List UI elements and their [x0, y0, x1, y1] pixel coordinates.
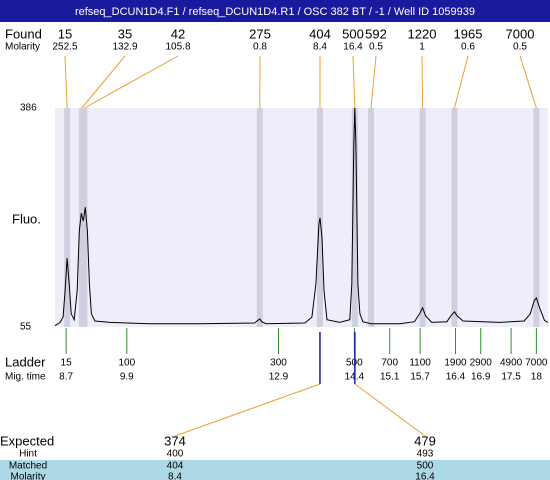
ladder-size: 1900 — [444, 358, 467, 369]
found-molarity: 0.5 — [513, 42, 527, 53]
found-size: 42 — [171, 26, 185, 41]
found-molarity: 1 — [419, 42, 425, 53]
y-tick-label: 386 — [20, 103, 37, 114]
peak-band — [419, 108, 426, 327]
peak-band — [256, 108, 263, 327]
found-size: 592 — [365, 26, 387, 41]
ladder-time: 15.1 — [380, 372, 400, 383]
found-size: 1965 — [454, 26, 483, 41]
found-size: 275 — [249, 26, 271, 41]
ladder-time: 12.9 — [269, 372, 289, 383]
peak-band — [78, 108, 85, 327]
found-molarity: 0.6 — [461, 42, 475, 53]
trace — [54, 107, 549, 327]
peak-band — [533, 108, 540, 327]
ladder-time: 17.5 — [501, 372, 521, 383]
found-molarity: 0.5 — [369, 42, 383, 53]
hint-label: Hint — [19, 449, 37, 460]
peak-band — [351, 108, 358, 327]
expected-size: 479 — [414, 433, 436, 448]
found-size: 500 — [342, 26, 364, 41]
plot-area — [55, 108, 548, 327]
peak-connector — [370, 55, 377, 109]
hint-value: 400 — [167, 449, 184, 460]
molarity-row-label: Molarity — [10, 472, 45, 480]
ladder-time: 16.9 — [471, 372, 491, 383]
peak-band — [316, 108, 323, 327]
ladder-time: 8.7 — [59, 372, 73, 383]
match-connector — [174, 383, 321, 437]
peak-connector — [352, 55, 356, 109]
found-molarity: 8.4 — [313, 42, 327, 53]
peak-connector — [81, 55, 126, 109]
found-molarity: 105.8 — [165, 42, 190, 53]
found-size: 404 — [309, 26, 331, 41]
found-molarity: 0.8 — [253, 42, 267, 53]
y-tick-label: 55 — [20, 322, 32, 333]
match-connector — [354, 383, 426, 437]
ladder-size: 700 — [381, 358, 398, 369]
molarity-label: Molarity — [5, 42, 40, 53]
found-size: 7000 — [506, 26, 535, 41]
peak-connector — [519, 55, 537, 109]
matched-value: 404 — [167, 461, 184, 472]
ladder-label: Ladder — [5, 354, 46, 369]
ladder-time: 18 — [531, 372, 543, 383]
peak-connector — [421, 55, 424, 109]
molarity-value: 8.4 — [168, 472, 182, 480]
ladder-size: 4900 — [500, 358, 523, 369]
title-bar — [0, 0, 550, 22]
peak-band — [451, 108, 458, 327]
matched-label: Matched — [9, 461, 47, 472]
found-label: Found — [5, 26, 42, 41]
ladder-size: 100 — [118, 358, 135, 369]
hint-value: 493 — [417, 449, 434, 460]
found-size: 15 — [58, 26, 72, 41]
found-molarity: 132.9 — [112, 42, 137, 53]
ladder-time: 9.9 — [120, 372, 134, 383]
ladder-size: 2900 — [470, 358, 493, 369]
mig-time-label: Mig. time — [5, 372, 46, 383]
expected-label: Expected — [0, 433, 54, 448]
peak-band — [368, 108, 375, 327]
molarity-value: 16.4 — [415, 472, 435, 480]
ladder-size: 15 — [61, 358, 73, 369]
ladder-time: 15.7 — [410, 372, 430, 383]
matched-value: 500 — [417, 461, 434, 472]
peak-connector — [84, 55, 179, 109]
peak-connector — [453, 55, 469, 109]
ladder-time: 16.4 — [446, 372, 466, 383]
peak-band — [64, 108, 71, 327]
ladder-size: 300 — [270, 358, 287, 369]
matched-band — [0, 460, 550, 480]
expected-size: 374 — [164, 433, 186, 448]
title: refseq_DCUN1D4.F1 / refseq_DCUN1D4.R1 / … — [75, 6, 475, 18]
found-molarity: 252.5 — [52, 42, 77, 53]
found-size: 1220 — [408, 26, 437, 41]
peak-connector — [64, 55, 68, 109]
found-molarity: 16.4 — [343, 42, 363, 53]
y-label: Fluo. — [12, 211, 41, 226]
ladder-size: 1100 — [409, 358, 431, 369]
found-size: 35 — [118, 26, 132, 41]
ladder-size: 7000 — [525, 358, 548, 369]
